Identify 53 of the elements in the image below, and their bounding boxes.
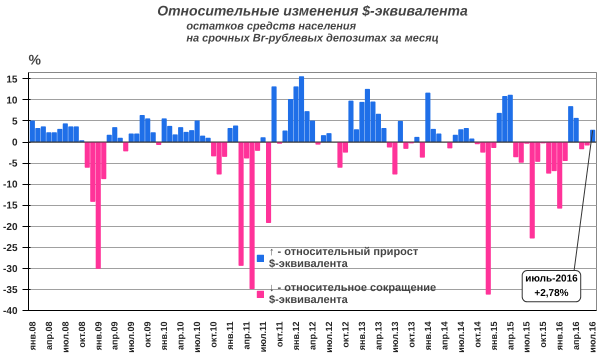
legend-label: ↓ - относительное сокращение $-эквивалента	[269, 282, 436, 306]
y-tick-label: 5	[12, 116, 18, 128]
y-tick-label: -40	[3, 306, 18, 317]
x-tick-label: июл.08	[60, 321, 70, 353]
x-tick-label: окт.14	[472, 321, 482, 348]
x-tick-label: апр.12	[308, 321, 318, 350]
x-tick-label: апр.08	[44, 321, 54, 350]
y-tick-label: -5	[8, 158, 18, 170]
y-tick-label: 10	[6, 95, 18, 106]
x-tick-label: июл.13	[390, 321, 400, 353]
y-tick-label: -35	[3, 284, 18, 296]
y-tick-label: -30	[3, 264, 18, 275]
x-tick-label: окт.11	[274, 321, 285, 348]
x-tick-label: апр.13	[373, 321, 384, 350]
x-tick-label: июл.10	[192, 321, 202, 353]
x-tick-label: июл.11	[258, 321, 268, 352]
y-tick-label: -25	[3, 242, 18, 254]
x-tick-label: янв.10	[159, 321, 170, 350]
y-axis-title: %	[28, 52, 42, 68]
x-tick-label: апр.14	[439, 321, 450, 350]
x-tick-label: окт.09	[142, 321, 153, 348]
annotation: июль-2016 +2,78%	[525, 274, 578, 299]
x-tick-label: янв.13	[356, 321, 367, 350]
legend-label: ↑ - относительный прирост $-эквивалента	[269, 246, 418, 270]
x-tick-label: июл.09	[126, 321, 136, 353]
chart-title: Относительные изменения $-эквивалента	[157, 2, 468, 18]
x-tick-label: июл.14	[456, 321, 466, 353]
x-tick-label: окт.10	[208, 321, 219, 348]
x-tick-label: янв.15	[488, 321, 499, 350]
x-tick-label: окт.15	[538, 321, 548, 348]
y-tick-label: 0	[12, 138, 18, 149]
x-tick-label: янв.08	[27, 321, 38, 350]
x-tick-label: янв.11	[225, 321, 236, 350]
y-tick-label: -15	[3, 200, 18, 212]
y-tick-label: -10	[3, 180, 18, 191]
y-tick-label: 15	[6, 74, 18, 86]
x-tick-label: окт.12	[340, 321, 350, 348]
y-tick-label: -20	[3, 222, 18, 233]
x-tick-label: июл.16	[588, 321, 598, 353]
x-tick-label: окт.13	[406, 321, 416, 348]
x-tick-label: июл.15	[522, 321, 532, 353]
x-tick-label: апр.11	[242, 321, 252, 350]
x-tick-label: апр.09	[110, 321, 120, 350]
x-tick-label: окт.08	[76, 321, 87, 348]
x-tick-label: янв.14	[422, 321, 433, 350]
x-tick-label: янв.12	[291, 321, 302, 350]
x-tick-label: апр.15	[505, 321, 516, 350]
chart-subtitle: остатков средств населения на срочных Br-рублевых депозитах за месяц	[186, 20, 439, 44]
x-tick-label: июл.12	[324, 321, 334, 353]
x-tick-label: янв.09	[93, 321, 104, 350]
x-tick-label: апр.10	[176, 321, 186, 350]
x-tick-label: янв.16	[554, 321, 565, 350]
x-tick-label: апр.16	[571, 321, 582, 350]
